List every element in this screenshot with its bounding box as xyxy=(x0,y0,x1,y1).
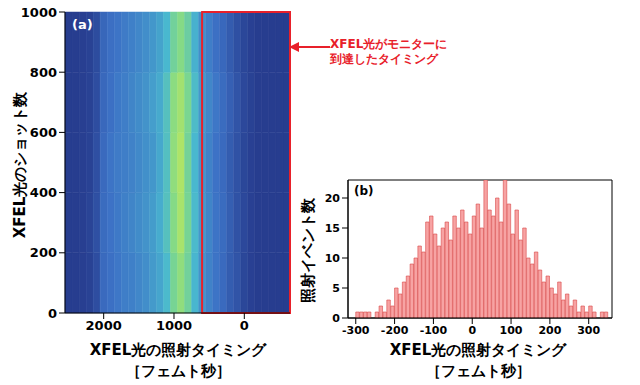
svg-text:0: 0 xyxy=(468,324,476,337)
svg-text:200: 200 xyxy=(30,245,57,260)
svg-text:600: 600 xyxy=(30,125,57,140)
svg-text:300: 300 xyxy=(577,324,600,337)
html-text:［フェムト秒］: ［フェムト秒］ xyxy=(425,362,531,380)
svg-text:-300: -300 xyxy=(342,324,370,337)
svg-text:100: 100 xyxy=(500,324,523,337)
html-text:［フェムト秒］: ［フェムト秒］ xyxy=(125,362,231,380)
html-text:XFEL光の照射タイミング: XFEL光の照射タイミング xyxy=(89,341,267,359)
svg-text:15: 15 xyxy=(325,222,340,235)
svg-text:20: 20 xyxy=(325,192,341,205)
svg-text:5: 5 xyxy=(332,282,340,295)
svg-text:0: 0 xyxy=(48,306,57,321)
html-text:XFEL光のショット数: XFEL光のショット数 xyxy=(10,91,29,239)
svg-text:-100: -100 xyxy=(420,324,448,337)
html-text:照射イベント数: 照射イベント数 xyxy=(298,197,317,303)
html-text:XFEL光がモニターに: XFEL光がモニターに xyxy=(330,37,448,51)
svg-text:-200: -200 xyxy=(381,324,409,337)
svg-text:1000: 1000 xyxy=(21,5,57,20)
svg-text:400: 400 xyxy=(30,185,57,200)
svg-text:0: 0 xyxy=(240,318,249,333)
svg-text:0: 0 xyxy=(332,312,340,325)
html-text:到達したタイミング: 到達したタイミング xyxy=(330,52,438,66)
html-text:(a): (a) xyxy=(72,17,93,32)
svg-text:1000: 1000 xyxy=(156,318,192,333)
svg-text:10: 10 xyxy=(325,252,341,265)
html-text:(b): (b) xyxy=(354,184,374,198)
html-text:XFEL光の照射タイミング: XFEL光の照射タイミング xyxy=(389,341,567,359)
svg-text:200: 200 xyxy=(538,324,561,337)
svg-text:800: 800 xyxy=(30,65,57,80)
svg-text:2000: 2000 xyxy=(86,318,122,333)
